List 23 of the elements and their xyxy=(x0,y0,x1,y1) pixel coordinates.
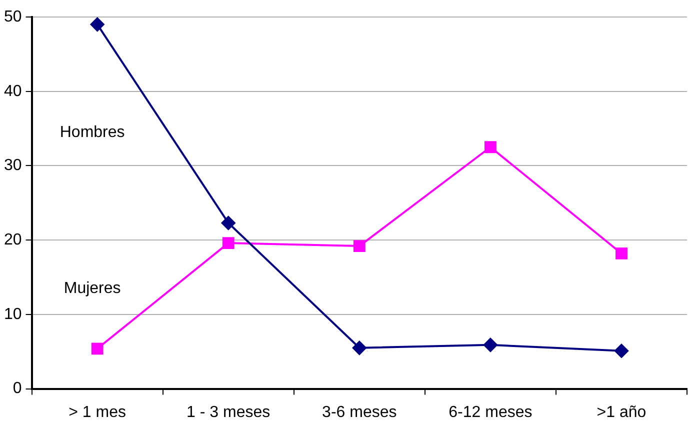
point xyxy=(90,17,104,32)
y-tick-label: 10 xyxy=(4,306,22,323)
point xyxy=(483,338,498,352)
y-tick-label: 20 xyxy=(4,231,22,248)
point xyxy=(614,344,628,358)
point xyxy=(353,240,366,252)
y-tick-label: 50 xyxy=(4,8,22,26)
point xyxy=(222,237,234,250)
point xyxy=(221,216,236,230)
point xyxy=(352,340,366,355)
point xyxy=(91,342,104,355)
x-tick-label: >1 año xyxy=(596,404,646,421)
x-tick-label: 3-6 meses xyxy=(322,404,397,421)
series-label: Mujeres xyxy=(64,280,121,298)
y-tick-label: 40 xyxy=(4,82,22,100)
x-tick-label: 1 - 3 meses xyxy=(186,404,270,421)
y-tick-label: 30 xyxy=(4,157,22,174)
y-tick-label: 0 xyxy=(12,380,22,398)
x-tick-label: 6-12 meses xyxy=(448,404,532,421)
point xyxy=(484,141,496,154)
series-label: Hombres xyxy=(60,124,125,141)
point xyxy=(616,248,628,260)
x-tick-label: > 1 mes xyxy=(68,404,126,421)
